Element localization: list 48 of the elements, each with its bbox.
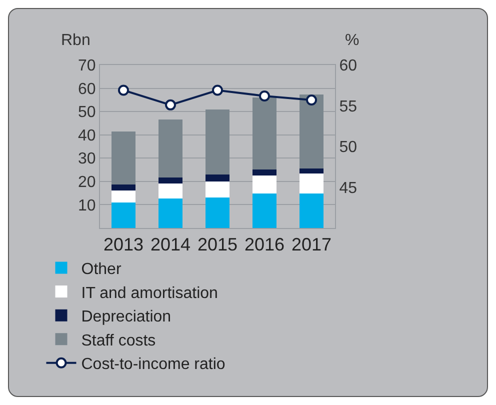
bar	[111, 202, 136, 228]
x-tick-label: 2014	[150, 234, 191, 255]
y2-tick-label: 50	[339, 139, 358, 156]
y-tick-label: 70	[78, 58, 96, 75]
bar	[252, 170, 277, 176]
bar	[205, 174, 230, 182]
y2-tick-label: 55	[339, 98, 358, 116]
point	[306, 94, 317, 106]
x-tick-label: 2013	[103, 234, 144, 255]
bar	[299, 173, 324, 194]
y-tick-label: 40	[78, 127, 96, 144]
legend-label: Depreciation	[81, 308, 172, 326]
y-tick-label: 10	[78, 197, 96, 214]
point	[118, 84, 129, 96]
bar	[111, 131, 136, 184]
bar	[158, 184, 183, 199]
bar	[252, 176, 277, 194]
bar	[158, 119, 183, 178]
x-tick-label: 2015	[197, 234, 238, 255]
y2-axis-title: %	[345, 32, 360, 49]
bar	[158, 177, 183, 184]
legend-label: Cost-to-income ratio	[81, 356, 226, 374]
bar	[299, 194, 324, 228]
point	[212, 84, 223, 96]
point	[165, 99, 176, 110]
legend-label: Other	[81, 260, 122, 278]
y-tick-label: 60	[78, 80, 96, 98]
legend-label: Staff costs	[81, 332, 156, 350]
bar	[299, 168, 324, 174]
y-tick-label: 30	[78, 150, 96, 168]
bar	[252, 194, 277, 228]
legend-label: IT and amortisation	[81, 284, 218, 302]
bar	[205, 109, 230, 174]
bar	[299, 94, 324, 169]
bar	[111, 190, 136, 203]
x-tick-label: 2017	[291, 234, 332, 255]
y2-tick-label: 45	[339, 180, 358, 197]
point	[259, 90, 270, 102]
bar	[205, 198, 230, 228]
y-tick-label: 20	[78, 174, 96, 192]
bar	[111, 184, 136, 191]
y-tick-label: 50	[78, 104, 96, 122]
bar	[205, 182, 230, 198]
bar	[158, 198, 183, 228]
bar	[252, 97, 277, 170]
y2-tick-label: 60	[339, 58, 358, 75]
x-tick-label: 2016	[244, 234, 285, 255]
y-axis-title: Rbn	[61, 32, 90, 49]
